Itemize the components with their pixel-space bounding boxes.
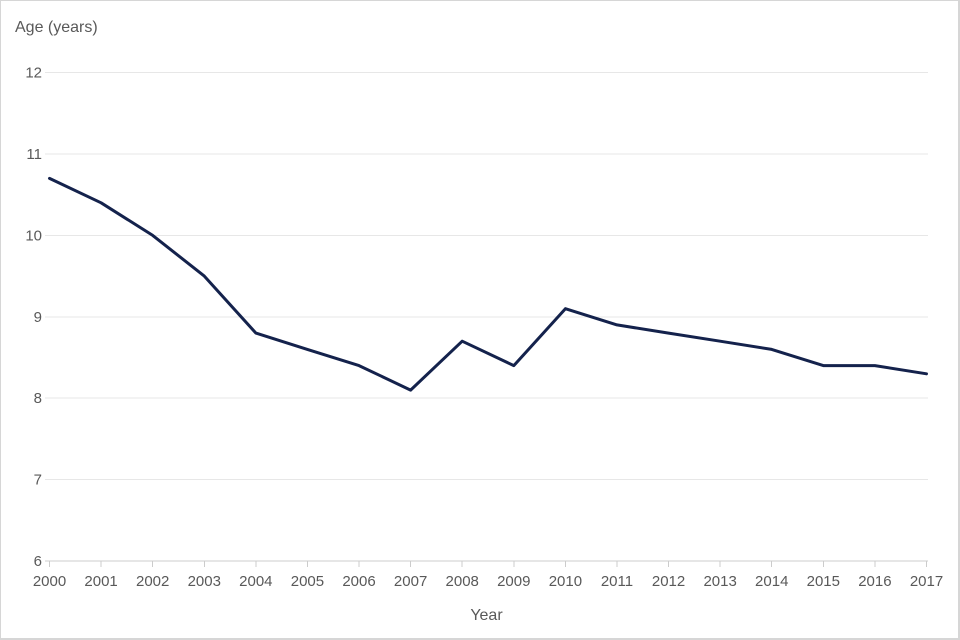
y-tick-label: 9 xyxy=(34,309,42,326)
y-axis-title: Age (years) xyxy=(15,19,98,36)
x-tick-label: 2006 xyxy=(342,573,375,590)
x-tick-label: 2001 xyxy=(84,573,117,590)
y-tick-label: 8 xyxy=(34,390,42,407)
x-tick-label: 2004 xyxy=(239,573,272,590)
y-tick-label: 10 xyxy=(25,227,42,244)
x-tick-label: 2000 xyxy=(33,573,66,590)
x-tick-label: 2003 xyxy=(188,573,221,590)
x-tick-label: 2010 xyxy=(549,573,582,590)
y-tick-label: 12 xyxy=(25,65,42,82)
x-tick-label: 2011 xyxy=(601,573,633,590)
y-tick-label: 6 xyxy=(34,553,42,570)
x-tick-label: 2005 xyxy=(291,573,324,590)
x-tick-label: 2014 xyxy=(755,573,788,590)
x-tick-label: 2015 xyxy=(807,573,840,590)
x-axis-title: Year xyxy=(470,607,503,624)
data-line-age xyxy=(48,176,928,392)
x-tick-label: 2007 xyxy=(394,573,427,590)
x-tick-label: 2002 xyxy=(136,573,169,590)
y-tick-label: 7 xyxy=(34,472,42,489)
x-tick-label: 2009 xyxy=(497,573,530,590)
x-tick-label: 2016 xyxy=(858,573,891,590)
y-tick-label: 11 xyxy=(26,146,42,163)
x-tick-label: 2012 xyxy=(652,573,685,590)
x-tick-label: 2013 xyxy=(703,573,736,590)
x-tick-label: 2008 xyxy=(446,573,479,590)
x-tick-label: 2017 xyxy=(910,573,943,590)
